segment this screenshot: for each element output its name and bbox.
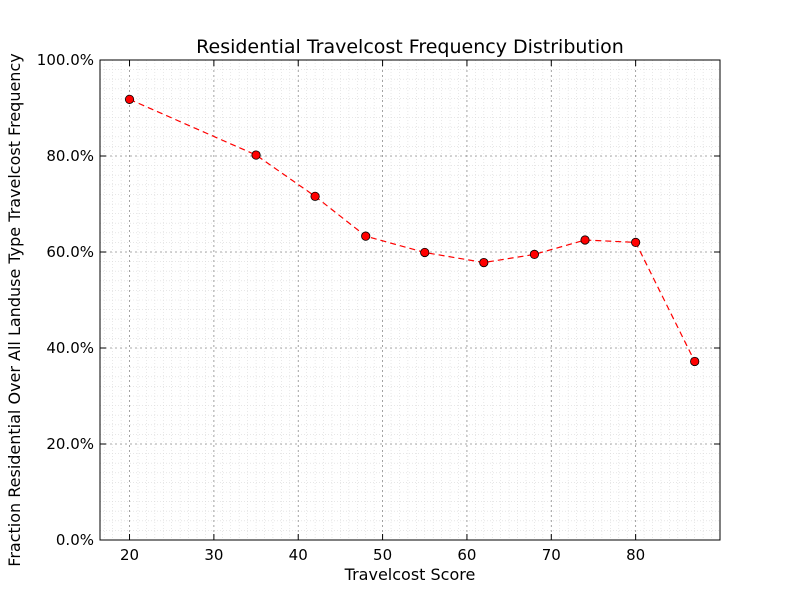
y-axis-label: Fraction Residential Over All Landuse Ty… bbox=[5, 53, 24, 566]
y-tick-label: 40.0% bbox=[46, 339, 94, 357]
series-layer bbox=[124, 94, 700, 367]
x-tick-label: 50 bbox=[373, 546, 392, 564]
data-point bbox=[580, 235, 590, 245]
data-point bbox=[529, 249, 540, 259]
y-tick-label: 20.0% bbox=[46, 435, 94, 453]
y-tick-label: 0.0% bbox=[56, 531, 94, 549]
y-tick-label: 60.0% bbox=[46, 243, 94, 261]
x-tick-label: 70 bbox=[542, 546, 561, 564]
data-point bbox=[479, 257, 489, 268]
y-tick-label: 80.0% bbox=[46, 147, 94, 165]
data-point bbox=[361, 231, 371, 241]
x-tick-label: 80 bbox=[626, 546, 645, 564]
tick-layer: 20 30 40 50 60 70 80 0.0% 20.0% 40.0% 60.0% 80.0% 10… bbox=[37, 51, 720, 564]
data-point bbox=[251, 150, 261, 160]
y-tick-label: 100.0% bbox=[37, 51, 94, 69]
data-point bbox=[631, 237, 641, 247]
series-line bbox=[129, 98, 696, 362]
data-point bbox=[310, 191, 320, 201]
data-point bbox=[420, 247, 430, 258]
chart-title: Residential Travelcost Frequency Distrib… bbox=[196, 36, 624, 58]
grid-layer bbox=[100, 59, 721, 541]
x-tick-label: 30 bbox=[204, 546, 223, 564]
x-axis-label: Travelcost Score bbox=[344, 565, 476, 584]
x-tick-label: 60 bbox=[457, 546, 476, 564]
data-point bbox=[690, 356, 700, 367]
x-tick-label: 40 bbox=[289, 546, 308, 564]
data-point bbox=[124, 94, 135, 104]
plot-frame bbox=[99, 59, 721, 541]
x-tick-label: 20 bbox=[120, 546, 139, 564]
